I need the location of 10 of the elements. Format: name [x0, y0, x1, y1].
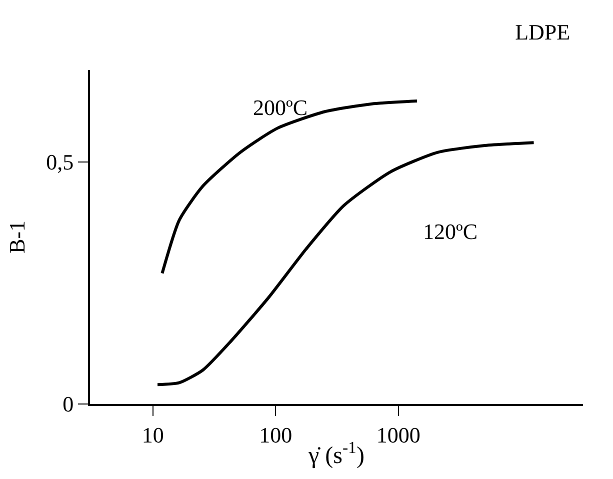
y-tick-label: 0,5 [46, 150, 74, 175]
text: 120ºC [423, 219, 478, 244]
series-label: 200ºC [253, 95, 308, 120]
y-axis-title: B-1 [4, 220, 30, 254]
x-tick-label: 100 [259, 422, 292, 448]
x-tick-label: 1000 [376, 422, 420, 448]
y-tick-label: 0 [62, 392, 74, 417]
x-tick-label: 10 [142, 422, 164, 448]
x-axis-title: γ̇ (s$^{-1}$) [308, 438, 364, 470]
chart-title: LDPE [515, 19, 570, 44]
